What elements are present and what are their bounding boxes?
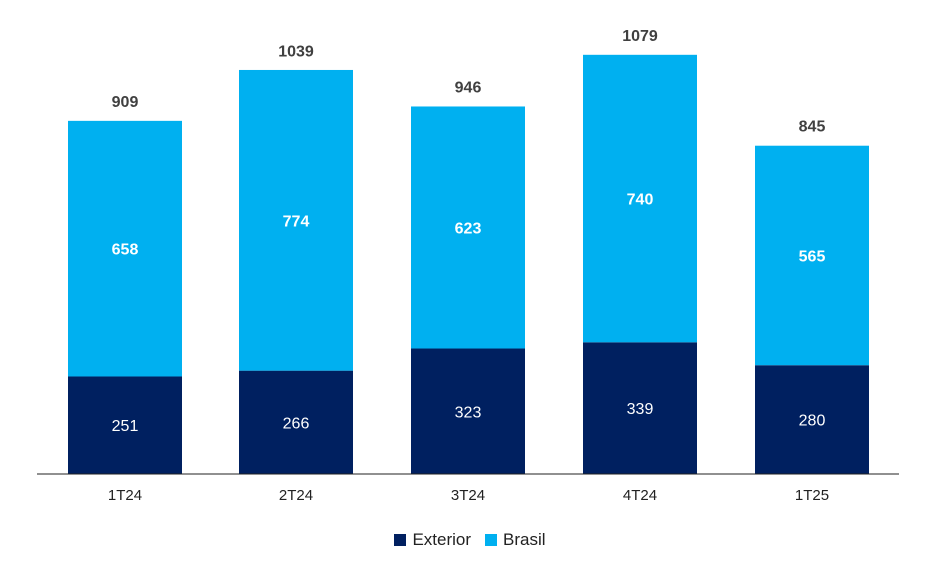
data-label-brasil-3t24: 623	[455, 220, 482, 237]
legend: Exterior Brasil	[0, 530, 940, 550]
category-label-1t25: 1T25	[795, 487, 829, 504]
bar-exterior-1t25	[755, 365, 869, 474]
data-label-exterior-4t24: 339	[627, 401, 654, 418]
data-label-exterior-2t24: 266	[283, 415, 310, 432]
labels-layer: 251 658 909 1T24 266 774 1039 2T24 323 623 946 3T24…	[108, 28, 829, 504]
category-label-1t24: 1T24	[108, 487, 142, 504]
category-label-3t24: 3T24	[451, 487, 485, 504]
data-label-exterior-1t24: 251	[112, 418, 139, 435]
total-label-3t24: 946	[455, 79, 482, 96]
legend-item-brasil: Brasil	[485, 530, 546, 550]
bar-exterior-2t24	[239, 370, 353, 474]
bar-exterior-1t24	[68, 376, 182, 474]
bar-brasil-1t24	[68, 120, 182, 377]
bar-brasil-1t25	[755, 145, 869, 366]
bar-brasil-4t24	[583, 54, 697, 343]
total-label-2t24: 1039	[278, 43, 314, 60]
data-label-exterior-3t24: 323	[455, 404, 482, 421]
data-label-brasil-1t25: 565	[799, 248, 826, 265]
data-label-exterior-1t25: 280	[799, 413, 826, 430]
data-label-brasil-4t24: 740	[627, 192, 654, 209]
bar-brasil-3t24	[411, 106, 525, 349]
total-label-1t25: 845	[799, 119, 826, 136]
stacked-bar-chart: 251 658 909 1T24 266 774 1039 2T24 323 623 946 3T24…	[37, 28, 899, 504]
legend-label-exterior: Exterior	[412, 530, 472, 549]
total-label-1t24: 909	[112, 94, 139, 111]
legend-swatch-exterior	[394, 534, 407, 546]
category-label-4t24: 4T24	[623, 487, 657, 504]
category-label-2t24: 2T24	[279, 487, 313, 504]
bar-exterior-3t24	[411, 348, 525, 474]
data-label-brasil-1t24: 658	[112, 242, 139, 259]
legend-label-brasil: Brasil	[503, 530, 546, 549]
bars-layer	[68, 54, 869, 474]
bar-brasil-2t24	[239, 69, 353, 371]
legend-swatch-brasil	[485, 534, 498, 546]
total-label-4t24: 1079	[622, 28, 658, 45]
legend-item-exterior: Exterior	[394, 530, 471, 550]
bar-exterior-4t24	[583, 342, 697, 474]
data-label-brasil-2t24: 774	[283, 213, 310, 230]
